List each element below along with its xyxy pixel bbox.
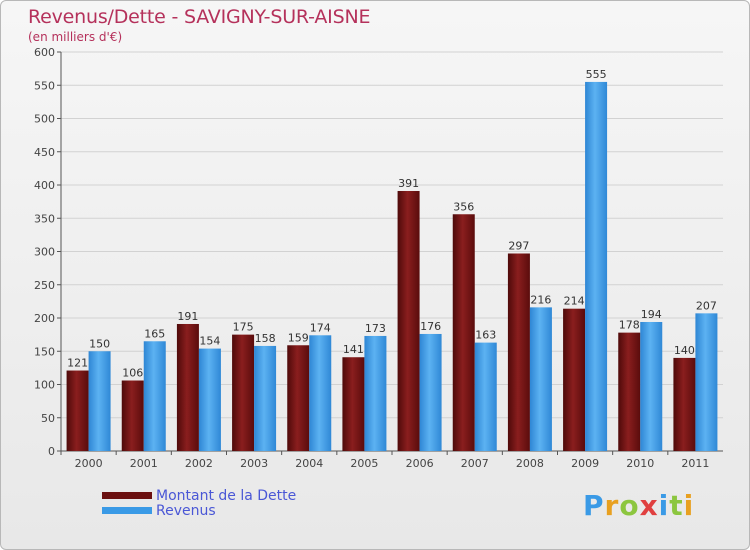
bar-revenus [364,335,387,451]
data-label-dette: 141 [343,343,364,356]
proxiti-logo: Proxiti [583,489,695,522]
y-tick-label: 450 [34,146,55,159]
bar-dette [563,308,586,451]
data-label-dette: 191 [177,310,198,323]
data-label-dette: 391 [398,177,419,190]
y-tick-label: 350 [34,212,55,225]
data-label-revenus: 150 [89,337,110,350]
y-tick-label: 0 [48,445,55,458]
bar-revenus [695,313,718,451]
y-tick-label: 300 [34,246,55,259]
legend-label-revenus: Revenus [156,502,216,519]
x-tick-label: 2008 [516,457,544,470]
bar-revenus [529,307,552,451]
data-label-dette: 175 [233,321,254,334]
bar-dette [176,323,199,451]
bar-dette [618,332,641,451]
x-tick-label: 2004 [295,457,323,470]
data-label-revenus: 194 [641,308,662,321]
bar-dette [507,253,530,451]
data-label-revenus: 173 [365,322,386,335]
bar-revenus [143,341,166,451]
bar-dette [287,345,310,451]
bar-revenus [254,345,277,451]
x-tick-label: 2001 [130,457,158,470]
bar-revenus [198,348,221,451]
y-tick-label: 600 [34,46,55,59]
bar-dette [452,214,475,451]
data-label-revenus: 176 [420,320,441,333]
data-label-revenus: 207 [696,299,717,312]
x-tick-label: 2009 [571,457,599,470]
y-tick-label: 200 [34,312,55,325]
data-label-dette: 214 [564,295,585,308]
y-tick-label: 50 [41,412,55,425]
data-label-revenus: 163 [475,329,496,342]
data-label-dette: 178 [619,319,640,332]
x-tick-label: 2005 [350,457,378,470]
bar-dette [232,334,255,451]
grid-lines [61,51,723,452]
bar-dette [121,380,144,451]
axes: 0 50 100 150 200 250 300 350 400 450 500 550 600 2000… [34,46,723,470]
y-tick-label: 400 [34,179,55,192]
legend-item-dette: Montant de la Dette [102,487,297,504]
bar-revenus [474,342,497,451]
x-tick-label: 2006 [406,457,434,470]
bar-revenus [640,321,663,451]
y-tick-label: 100 [34,379,55,392]
x-tick-label: 2010 [626,457,654,470]
y-tick-label: 500 [34,113,55,126]
data-label-revenus: 158 [255,332,276,345]
legend-label-dette: Montant de la Dette [156,487,297,504]
x-tick-label: 2007 [461,457,489,470]
x-tick-label: 2003 [240,457,268,470]
chart-title: Revenus/Dette - SAVIGNY-SUR-AISNE [28,6,371,28]
x-tick-label: 2000 [75,457,103,470]
data-label-dette: 121 [67,357,88,370]
y-tick-label: 250 [34,279,55,292]
bar-revenus [88,351,111,451]
data-label-dette: 297 [508,239,529,252]
x-tick-label: 2002 [185,457,213,470]
data-label-revenus: 154 [199,335,220,348]
data-label-revenus: 216 [530,293,551,306]
bar-dette [673,357,696,451]
legend-swatch-dette [102,492,152,499]
bar-dette [342,357,365,451]
x-tick-label: 2011 [681,457,709,470]
y-tick-label: 550 [34,79,55,92]
bar-revenus [309,335,332,451]
data-label-dette: 356 [453,200,474,213]
bar-revenus [419,333,442,451]
data-label-dette: 106 [122,367,143,380]
data-label-revenus: 555 [586,68,607,81]
y-tick-label: 150 [34,345,55,358]
data-label-revenus: 174 [310,321,331,334]
legend: Montant de la Dette Revenus [102,487,297,519]
legend-item-revenus: Revenus [102,502,296,519]
bar-dette [397,190,420,452]
chart-subtitle: (en milliers d'€) [28,30,123,44]
data-label-dette: 159 [288,331,309,344]
bar-dette [66,370,89,451]
data-label-dette: 140 [674,344,695,357]
legend-swatch-revenus [102,507,152,514]
data-label-revenus: 165 [144,327,165,340]
bar-revenus [585,81,608,452]
bars [66,81,718,452]
